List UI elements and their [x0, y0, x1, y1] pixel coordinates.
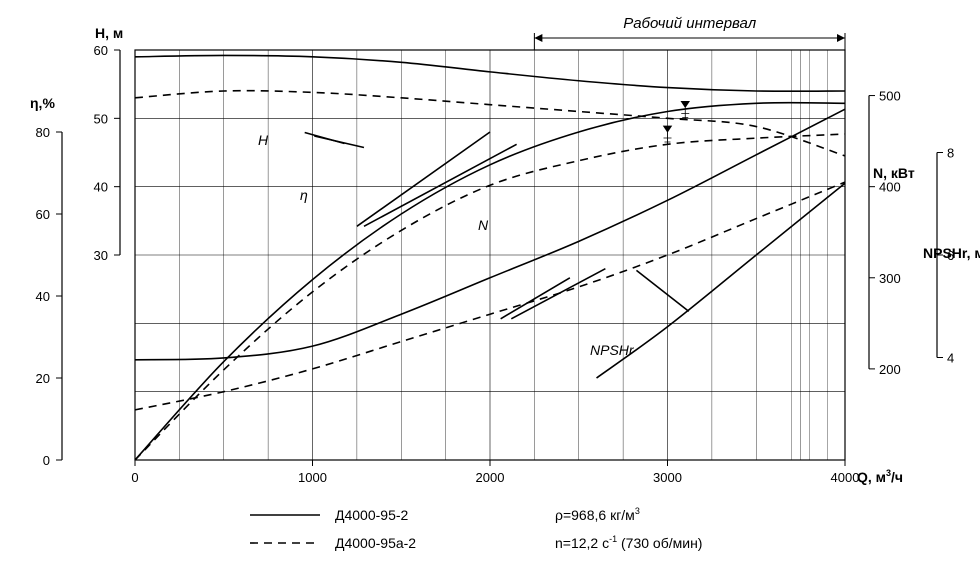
h-tick-label: 30: [94, 248, 108, 263]
h-tick-label: 60: [94, 43, 108, 58]
curve-label-eta: η: [300, 187, 308, 203]
x-axis-label: Q, м3/ч: [857, 468, 903, 485]
marker: [664, 126, 672, 144]
curve-H_lead2: [314, 136, 364, 148]
curve-eta_lead1: [357, 132, 490, 226]
n-tick-label: 200: [879, 362, 901, 377]
interval-arrow-left: [534, 34, 542, 42]
interval-label: Рабочий интервал: [623, 15, 757, 32]
x-tick-label: 4000: [831, 470, 860, 485]
curve-eta_lead2: [364, 144, 517, 226]
interval-arrow-right: [837, 34, 845, 42]
curve-label-NPSHr: NPSHr: [590, 342, 635, 358]
curve-NPSHr_solid: [597, 183, 846, 378]
h-tick-label: 50: [94, 111, 108, 126]
x-tick-label: 1000: [298, 470, 327, 485]
marker: [681, 101, 689, 119]
eta-tick-label: 80: [36, 125, 50, 140]
eta-tick-label: 0: [43, 453, 50, 468]
curve-N_lead2: [511, 269, 605, 319]
n-tick-label: 500: [879, 89, 901, 104]
npshr-tick-label: 6: [947, 248, 954, 263]
legend-note: ρ=968,6 кг/м3: [555, 506, 640, 523]
eta-tick-label: 60: [36, 207, 50, 222]
curve-NPSHr_lead: [636, 270, 688, 311]
npshr-tick-label: 4: [947, 351, 954, 366]
x-tick-label: 2000: [476, 470, 505, 485]
n-tick-label: 400: [879, 180, 901, 195]
curve-N_lead1: [501, 278, 570, 319]
h-axis-label: H, м: [95, 25, 123, 41]
eta-tick-label: 40: [36, 289, 50, 304]
x-tick-label: 3000: [653, 470, 682, 485]
npshr-tick-label: 8: [947, 146, 954, 161]
curve-label-H: H: [258, 132, 269, 148]
x-tick-label: 0: [131, 470, 138, 485]
curve-label-N: N: [478, 217, 489, 233]
h-tick-label: 40: [94, 180, 108, 195]
n-tick-label: 300: [879, 271, 901, 286]
eta-axis-label: η,%: [30, 95, 55, 111]
legend-label: Д4000-95-2: [335, 507, 409, 523]
legend-note: n=12,2 c-1 (730 об/мин): [555, 534, 702, 551]
eta-tick-label: 20: [36, 371, 50, 386]
legend-label: Д4000-95а-2: [335, 535, 416, 551]
n-axis-label: N, кВт: [873, 165, 915, 181]
